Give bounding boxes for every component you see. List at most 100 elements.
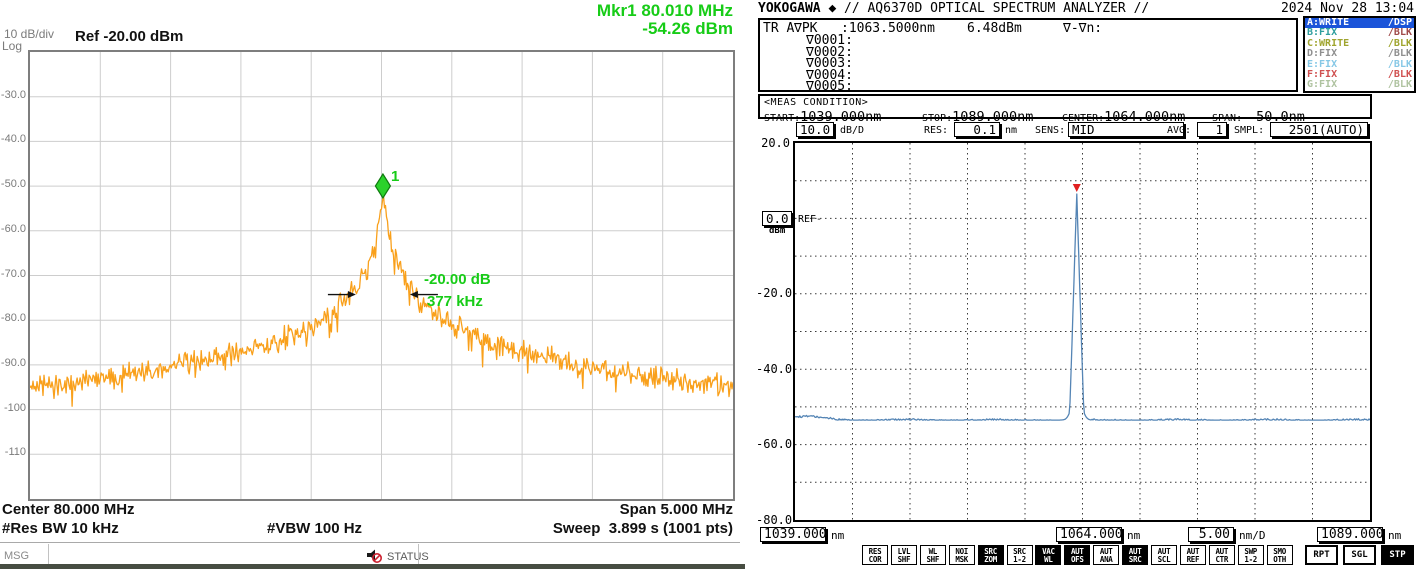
- span-value: 50.0nm: [1256, 109, 1305, 125]
- softkey-wl-shf[interactable]: WL SHF: [919, 545, 946, 565]
- osa-y-axis-tick-label: -60.0: [756, 437, 793, 452]
- datetime-display: 2024 Nov 28 13:04: [1280, 1, 1414, 16]
- legend-trace-status: /BLK: [1387, 68, 1412, 80]
- legend-row-d[interactable]: D:FIX/BLK: [1305, 48, 1414, 60]
- softkey-aut-src[interactable]: AUT SRC: [1122, 545, 1149, 565]
- average-label: AVG:: [1167, 125, 1192, 136]
- span-label[interactable]: Span 5.000 MHz: [619, 501, 733, 518]
- marker-list-row: ∇0003:: [806, 56, 853, 72]
- ref-line-label: REF-: [798, 214, 822, 225]
- amplitude-scale-label: 10 dB/div: [4, 27, 55, 41]
- softkey-src-1-2[interactable]: SRC 1-2: [1006, 545, 1033, 565]
- x-axis-start-field[interactable]: 1039.000: [760, 527, 827, 542]
- status-indicator: STATUS: [387, 551, 429, 563]
- rf-spectrum-trace: [29, 194, 734, 407]
- x-axis-scale-unit: nm/D: [1239, 529, 1266, 542]
- marker-level-readout: -54.26 dBm: [642, 19, 733, 38]
- stop-wavelength-field[interactable]: STOP:1089.000nm: [922, 106, 1033, 125]
- marker-list-row: ∇0005:: [806, 79, 853, 95]
- span-field[interactable]: SPAN: 50.0nm: [1212, 106, 1305, 125]
- optical-spectrum-analyzer-panel: YOKOGAWA ◆ // AQ6370D OPTICAL SPECTRUM A…: [756, 0, 1418, 569]
- softkey-aut-ana[interactable]: AUT ANA: [1093, 545, 1120, 565]
- brand-logo-text: YOKOGAWA ◆: [758, 1, 837, 16]
- legend-trace-status: /DSP: [1387, 17, 1412, 28]
- res-bw-label[interactable]: #Res BW 10 kHz: [2, 520, 119, 537]
- softkey-aut-scl[interactable]: AUT SCL: [1151, 545, 1177, 565]
- marker-readout: Mkr1 80.010 MHz -54.26 dBm: [597, 2, 733, 38]
- softkey-src-zom[interactable]: SRC ZOM: [977, 545, 1004, 565]
- y-axis-tick-label: -70.0: [0, 267, 26, 280]
- level-scale-unit: dB/D: [840, 125, 865, 136]
- softkey-aut-ofs[interactable]: AUT OFS: [1064, 545, 1091, 565]
- resolution-field[interactable]: 0.1: [954, 122, 1000, 137]
- softkey-res-cor[interactable]: RES COR: [862, 545, 888, 565]
- marker-list-row: ∇0004:: [806, 67, 853, 83]
- linewidth-delta-level-annotation: -20.00 dB: [424, 271, 491, 288]
- marker-diamond-icon[interactable]: [374, 172, 392, 200]
- status-bar-divider: [48, 544, 49, 565]
- legend-row-b[interactable]: B:FIX/BLK: [1305, 27, 1414, 39]
- osa-y-axis-tick-label: -40.0: [756, 361, 793, 376]
- legend-trace-label: D:FIX: [1307, 48, 1338, 60]
- average-field[interactable]: 1: [1197, 122, 1227, 137]
- bottom-edge-strip: [0, 564, 745, 569]
- legend-row-g[interactable]: G:FIX/BLK: [1305, 79, 1414, 90]
- center-value: 1064.000nm: [1104, 109, 1186, 125]
- start-value: 1039.000nm: [800, 109, 882, 125]
- center-frequency-label[interactable]: Center 80.000 MHz: [2, 501, 135, 518]
- marker-number-label: 1: [391, 168, 400, 185]
- log-mode-label: Log: [2, 39, 23, 53]
- status-bar-divider: [418, 544, 419, 565]
- meas-condition-box: <MEAS CONDITION> START:1039.000nm STOP:1…: [758, 94, 1372, 125]
- legend-row-c[interactable]: C:WRITE/BLK: [1305, 38, 1414, 49]
- stop-label: STOP:: [922, 113, 953, 124]
- y-axis-tick-label: -60.0: [0, 222, 26, 235]
- rpt-button[interactable]: RPT: [1305, 545, 1338, 565]
- marker-list-row: ∇0001:: [806, 33, 853, 48]
- x-axis-scale-field[interactable]: 5.00: [1188, 527, 1234, 542]
- softkey-swp-1-2[interactable]: SWP 1-2: [1237, 545, 1264, 565]
- legend-row-e[interactable]: E:FIX/BLK: [1305, 58, 1414, 70]
- softkey-vac-wl[interactable]: VAC WL: [1035, 545, 1062, 565]
- legend-row-f[interactable]: F:FIX/BLK: [1305, 68, 1414, 80]
- vbw-label[interactable]: #VBW 100 Hz: [267, 520, 363, 537]
- peak-marker-triangle-icon[interactable]: [1072, 183, 1081, 192]
- trace-id-label: TR A: [763, 21, 795, 36]
- stp-button[interactable]: STP: [1381, 545, 1414, 565]
- level-scale-field[interactable]: 10.0: [796, 122, 834, 137]
- center-label: CENTER:: [1062, 113, 1105, 124]
- legend-trace-status: /BLK: [1387, 27, 1412, 39]
- start-wavelength-field[interactable]: START:1039.000nm: [764, 106, 881, 125]
- softkey-noi-msk[interactable]: NOI MSK: [948, 545, 975, 565]
- legend-trace-label: E:FIX: [1307, 58, 1338, 70]
- osa-y-axis-top-label: 20.0: [761, 136, 790, 150]
- resolution-label: RES:: [924, 125, 949, 136]
- softkey-aut-ref[interactable]: AUT REF: [1179, 545, 1206, 565]
- sampling-label: SMPL:: [1234, 125, 1265, 136]
- legend-trace-label: A:WRITE: [1307, 17, 1350, 28]
- peak-wavelength-readout: :1063.5000nm: [841, 21, 935, 36]
- y-axis-tick-label: -80.0: [0, 312, 26, 325]
- softkey-smo-oth[interactable]: SMO OTH: [1266, 545, 1293, 565]
- marker-frequency-readout: Mkr1 80.010 MHz: [596, 1, 733, 20]
- span-label: SPAN:: [1212, 113, 1243, 124]
- rf-spectrum-analyzer-panel: Mkr1 80.010 MHz -54.26 dBm 10 dB/div Log…: [0, 2, 745, 569]
- softkey-lvl-shf[interactable]: LVL SHF: [890, 545, 917, 565]
- sensitivity-field[interactable]: MID: [1068, 122, 1184, 137]
- rf-spectrum-svg: [29, 52, 734, 499]
- x-axis-stop-field[interactable]: 1089.000: [1317, 527, 1384, 542]
- legend-row-a[interactable]: A:WRITE/DSP: [1305, 17, 1414, 29]
- sweep-time-label: Sweep 3.899 s (1001 pts): [552, 520, 733, 537]
- reference-level-label[interactable]: Ref -20.00 dBm: [75, 28, 184, 45]
- y-axis-tick-label: -100: [3, 401, 26, 414]
- peak-power-readout: 6.48dBm: [967, 21, 1022, 36]
- center-wavelength-field[interactable]: CENTER:1064.000nm: [1062, 106, 1185, 125]
- x-axis-center-field[interactable]: 1064.000: [1056, 527, 1123, 542]
- sgl-button[interactable]: SGL: [1343, 545, 1376, 565]
- softkey-aut-ctr[interactable]: AUT CTR: [1208, 545, 1235, 565]
- y-axis-tick-label: -110: [4, 446, 26, 459]
- sampling-field[interactable]: 2501(AUTO): [1270, 122, 1368, 137]
- left-arrow-head-icon: [347, 291, 356, 299]
- reference-level-field[interactable]: 0.0: [762, 211, 792, 226]
- msg-indicator: MSG: [4, 550, 30, 562]
